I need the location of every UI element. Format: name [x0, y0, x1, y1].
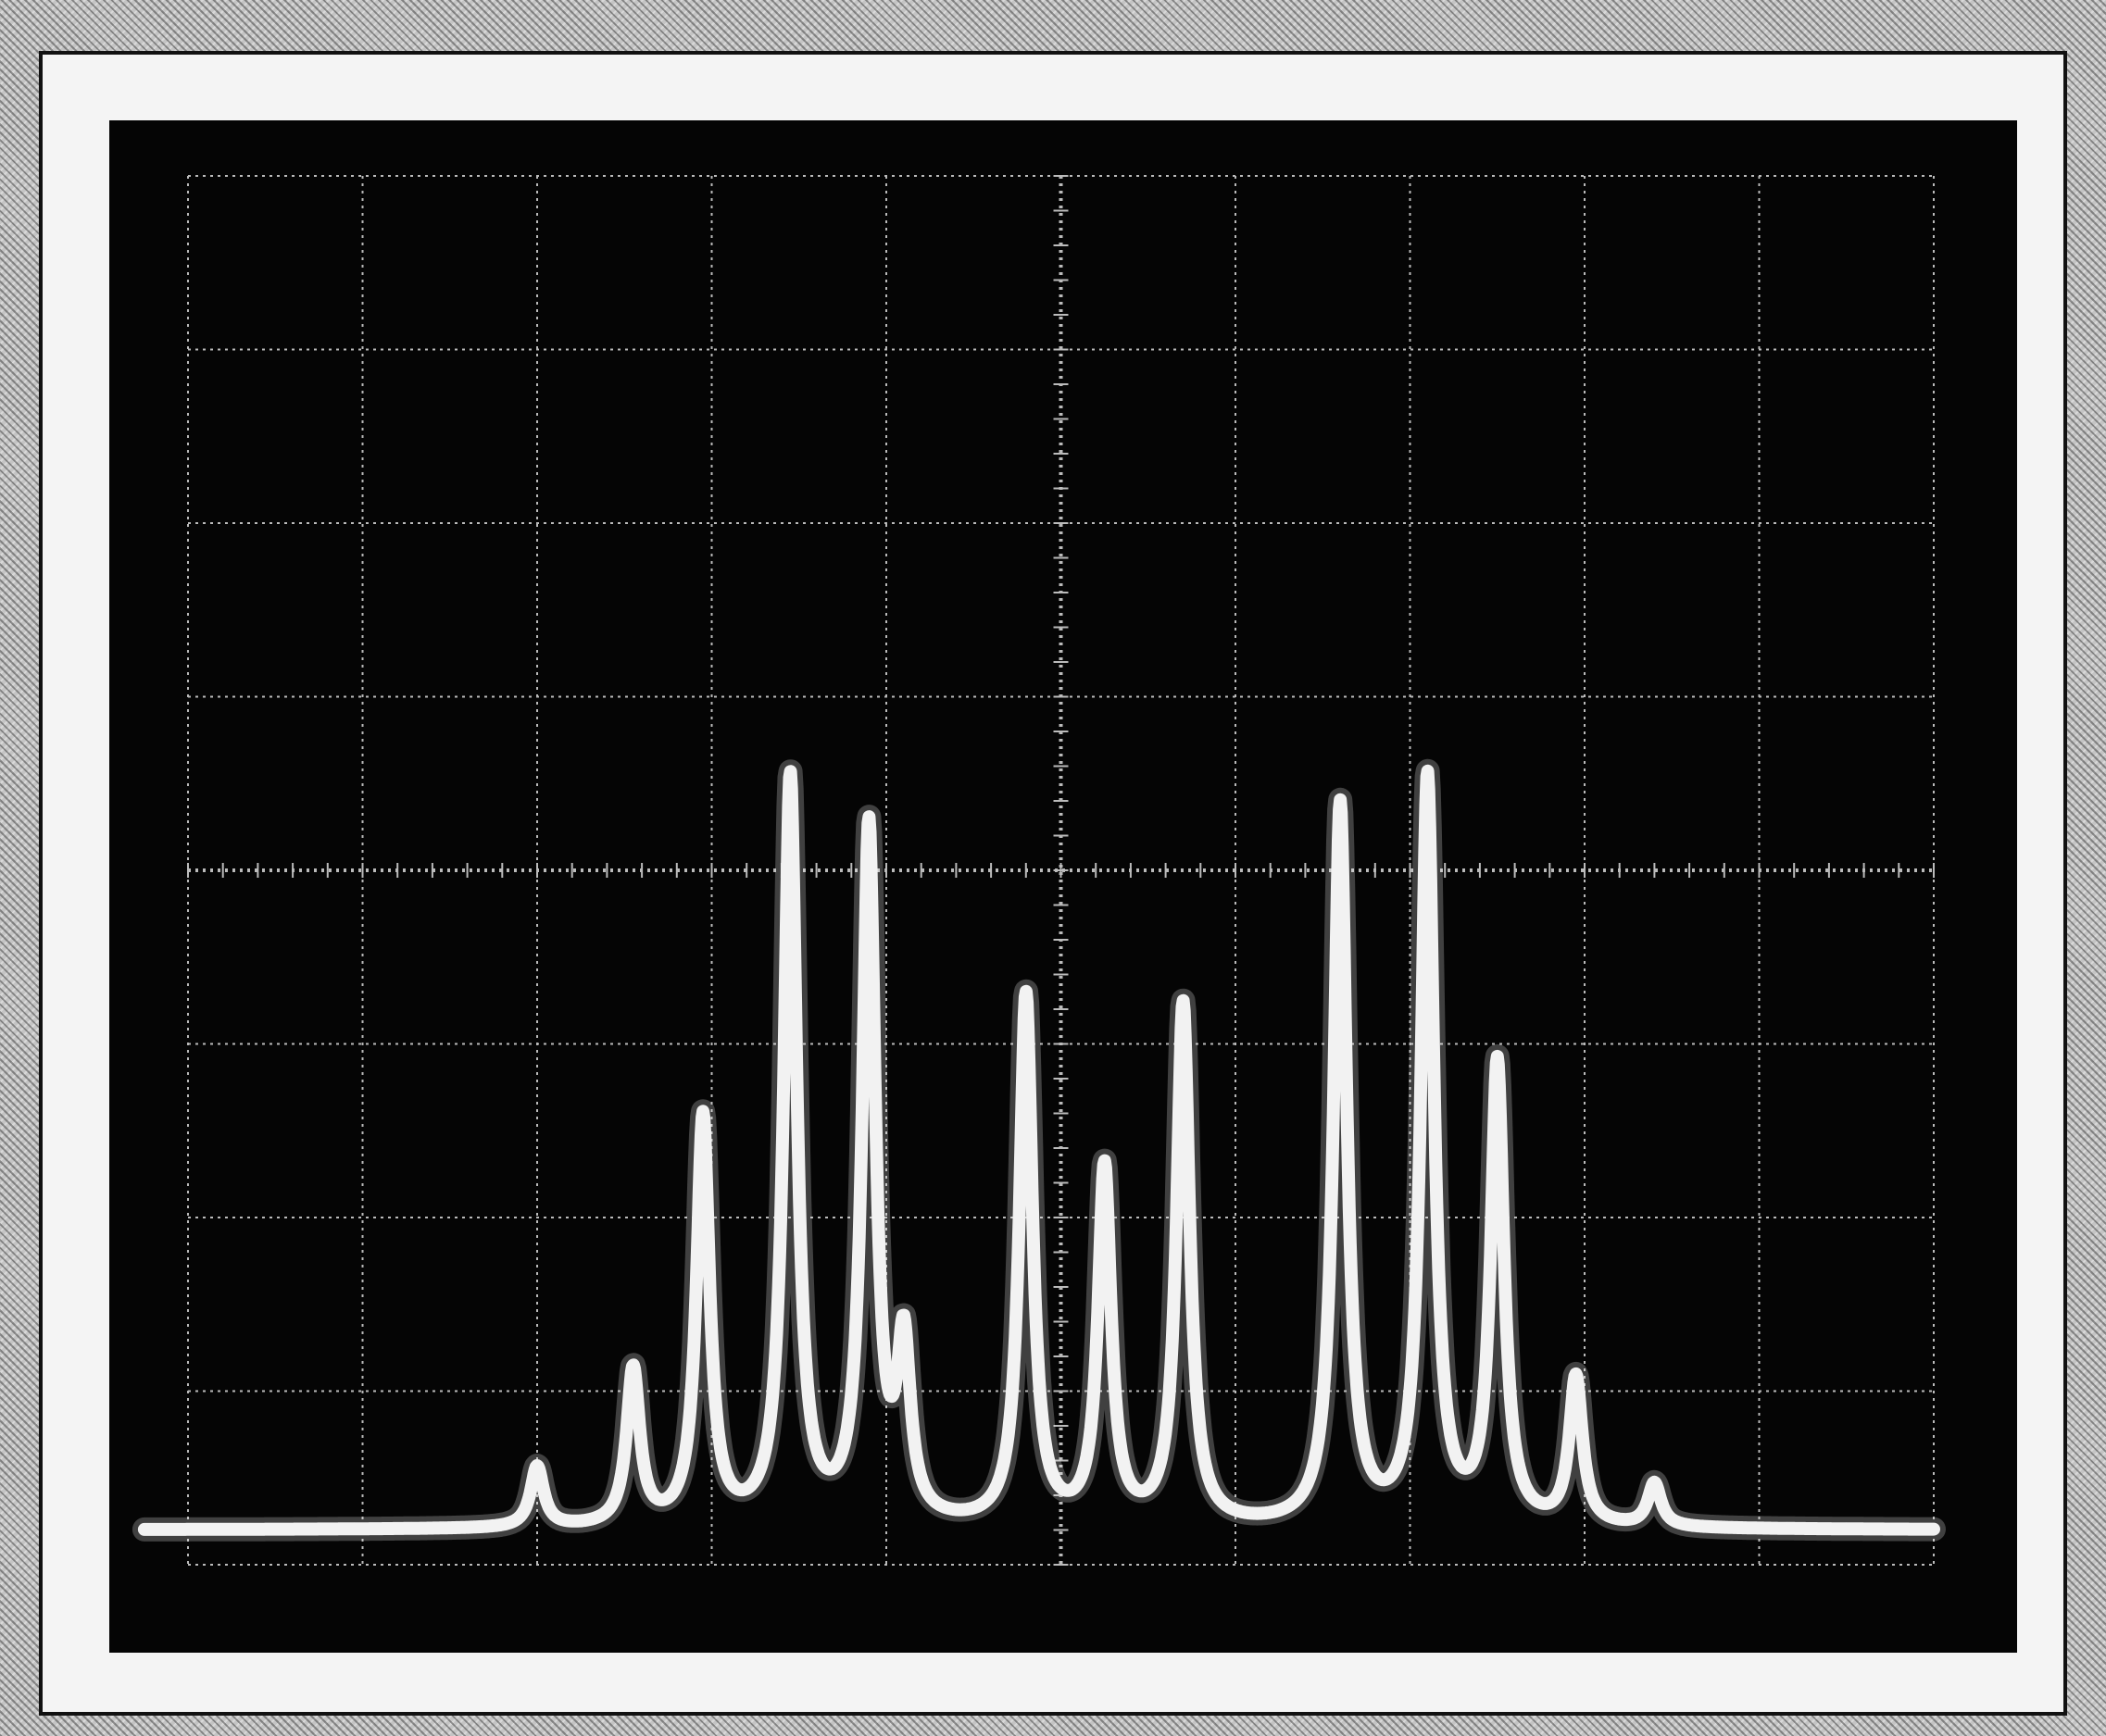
- peak-point-5: [862, 829, 876, 843]
- peak-point-7: [1019, 993, 1033, 1007]
- peak-point-6: [896, 1350, 910, 1363]
- peak-point-2: [626, 1367, 640, 1380]
- peak-point-1: [531, 1462, 544, 1476]
- peak-point-4: [783, 777, 797, 791]
- peak-point-14: [1648, 1480, 1661, 1493]
- peak-point-12: [1490, 1063, 1504, 1077]
- oscilloscope-chart: [132, 175, 1946, 1566]
- spectrum-trace: [137, 764, 1940, 1536]
- trace-layer: [132, 758, 1946, 1542]
- peak-point-10: [1334, 803, 1348, 817]
- graticule: [187, 175, 1935, 1566]
- peak-point-8: [1097, 1168, 1111, 1181]
- peak-point-3: [696, 1115, 710, 1129]
- peak-point-9: [1176, 1003, 1190, 1016]
- peak-point-11: [1421, 777, 1435, 791]
- peak-point-13: [1569, 1376, 1583, 1390]
- oscilloscope-screen: [109, 120, 2017, 1653]
